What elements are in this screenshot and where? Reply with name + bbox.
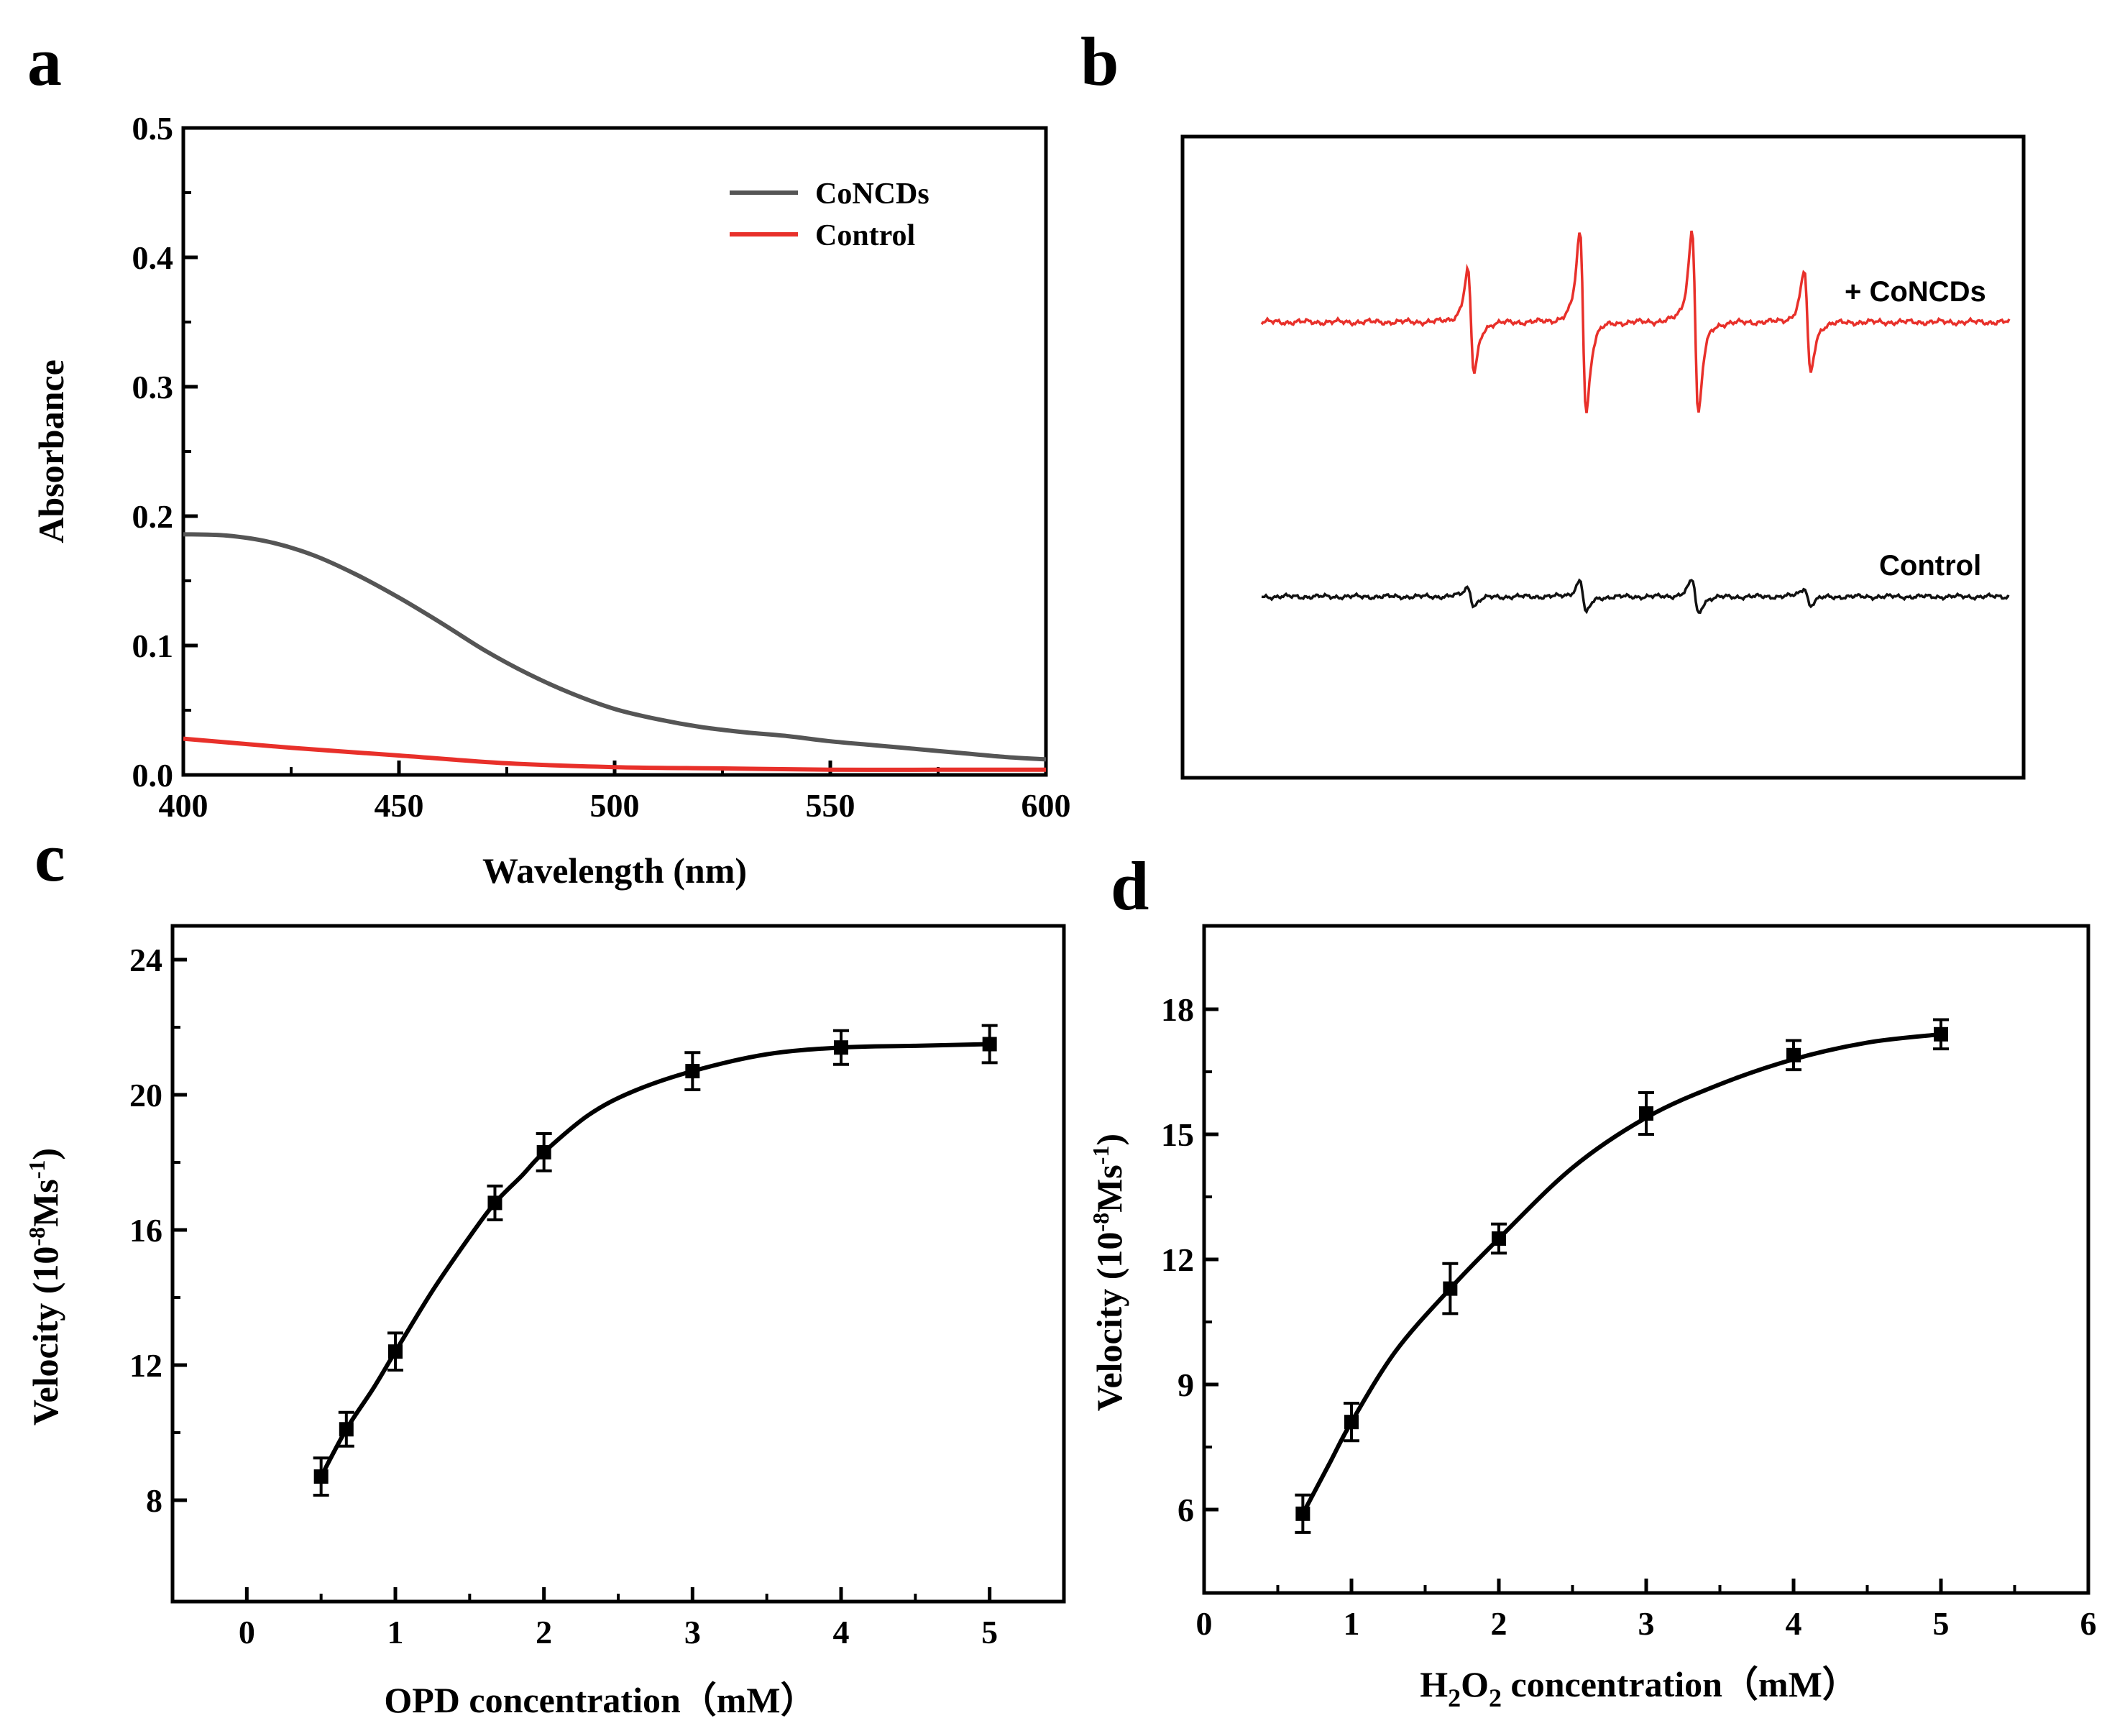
panel-d-xlabel: H2O2 concentration（mM） — [1420, 1664, 1858, 1712]
x-tick-label: 2 — [536, 1614, 552, 1650]
y-tick-label: 16 — [129, 1212, 162, 1249]
panel-label-a: a — [27, 23, 62, 100]
data-point — [1639, 1106, 1653, 1121]
y-tick-label: 0.1 — [132, 628, 174, 664]
y-tick-label: 0.2 — [132, 498, 174, 535]
panel-a-frame — [181, 126, 1048, 777]
panel-d-ylabel: Velocity (10-8Ms-1) — [1088, 1134, 1129, 1411]
panel-b-series — [1260, 230, 2011, 615]
panel-b: b + CoNCDs Control — [1080, 23, 2026, 780]
legend-label-concds: CoNCDs — [815, 178, 929, 211]
fit-curve — [319, 1042, 990, 1478]
y-tick-label: 9 — [1178, 1367, 1194, 1403]
x-tick-label: 3 — [684, 1614, 701, 1650]
x-tick-label: 5 — [1933, 1605, 1950, 1642]
x-tick-label: 4 — [1786, 1605, 1802, 1642]
panel-a-ylabel: Absorbance — [31, 359, 71, 543]
y-tick-label: 12 — [1161, 1241, 1194, 1278]
panel-c-ylabel: Velocity (10-8Ms-1) — [24, 1148, 65, 1425]
x-tick-label: 4 — [833, 1614, 850, 1650]
series-line-concds — [183, 532, 1047, 762]
fit-curve — [1300, 1032, 1942, 1515]
panel-a-legend: CoNCDs Control — [730, 178, 929, 252]
y-tick-label: 0.5 — [132, 110, 174, 147]
y-tick-label: 18 — [1161, 991, 1194, 1028]
data-point — [339, 1422, 354, 1437]
data-point — [536, 1144, 551, 1159]
legend-label-control: Control — [815, 219, 915, 252]
y-tick-label: 8 — [146, 1482, 162, 1519]
y-tick-label: 12 — [129, 1347, 162, 1384]
panel-label-b: b — [1080, 23, 1119, 100]
epr-label-control: Control — [1879, 550, 1981, 582]
panel-a-series — [183, 532, 1047, 772]
data-point — [834, 1040, 848, 1055]
data-point — [1934, 1027, 1948, 1042]
x-tick-label: 3 — [1638, 1605, 1655, 1642]
data-point — [1786, 1047, 1801, 1062]
y-tick-label: 6 — [1178, 1492, 1194, 1528]
x-tick-label: 500 — [590, 787, 640, 824]
x-tick-label: 5 — [981, 1614, 998, 1650]
epr-label-concds: + CoNCDs — [1845, 276, 1986, 308]
x-tick-label: 550 — [806, 787, 855, 824]
data-point — [1344, 1415, 1359, 1430]
y-tick-label: 24 — [129, 942, 162, 978]
x-tick-label: 0 — [239, 1614, 255, 1650]
series-line-control — [183, 736, 1046, 772]
x-tick-label: 600 — [1022, 787, 1071, 824]
data-point — [388, 1344, 403, 1359]
x-tick-label: 2 — [1491, 1605, 1507, 1642]
panel-a-ticks: 400 450 500 550 600 0.0 0.1 0.2 0.3 0.4 0.5 — [132, 110, 1071, 824]
data-point — [1295, 1506, 1310, 1521]
panel-a-xlabel: Wavelength (nm) — [482, 850, 747, 891]
data-point — [313, 1469, 329, 1484]
panel-c-xlabel: OPD concentration（mM） — [384, 1680, 816, 1720]
y-tick-label: 15 — [1161, 1116, 1194, 1153]
panel-label-d: d — [1111, 848, 1149, 924]
panel-c-frame — [170, 924, 1066, 1604]
x-tick-label: 1 — [1344, 1605, 1360, 1642]
x-tick-label: 450 — [375, 787, 424, 824]
epr-spectrum-concds — [1260, 230, 2011, 413]
panel-d-series — [1295, 1018, 1949, 1534]
y-tick-label: 0.0 — [132, 757, 174, 794]
x-tick-label: 6 — [2080, 1605, 2097, 1642]
epr-spectrum-control — [1261, 578, 2010, 615]
x-tick-label: 0 — [1196, 1605, 1213, 1642]
x-tick-label: 1 — [387, 1614, 404, 1650]
panel-d-frame — [1202, 924, 2090, 1595]
panel-c-series — [313, 1024, 998, 1497]
y-tick-label: 20 — [129, 1077, 162, 1113]
data-point — [1492, 1231, 1506, 1246]
data-point — [982, 1037, 997, 1052]
data-point — [487, 1195, 502, 1211]
y-tick-label: 0.4 — [132, 239, 174, 276]
data-point — [685, 1064, 700, 1079]
panel-a: a 400 450 500 550 600 0.0 0.1 0.2 0.3 0.4 0.5 CoNC… — [27, 23, 1071, 891]
x-tick-label: 400 — [159, 787, 208, 824]
y-tick-label: 0.3 — [132, 369, 174, 405]
panel-label-c: c — [35, 819, 65, 896]
data-point — [1443, 1281, 1458, 1296]
panel-b-frame — [1180, 134, 2026, 780]
